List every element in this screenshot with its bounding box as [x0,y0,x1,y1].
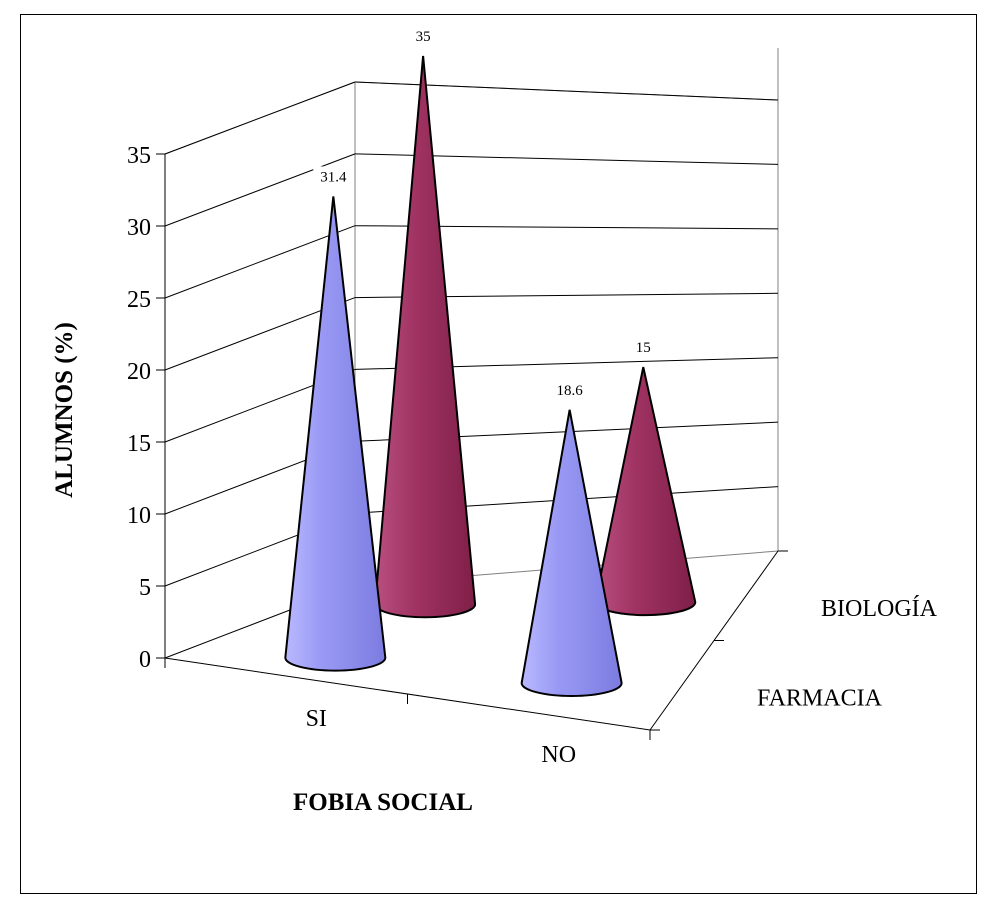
y-tick-label: 10 [127,503,151,529]
series-label: BIOLOGÍA [821,596,938,622]
cone-body [594,366,697,617]
gridline-left [164,81,356,155]
cone-farmacia-no [520,409,623,698]
chart-walls [164,48,779,730]
y-tick-label: 30 [127,215,151,241]
y-tick-label: 5 [139,575,151,601]
y-axis-title: ALUMNOS (%) [51,322,78,498]
cone-body [374,55,477,619]
gridline-left [164,225,356,299]
data-labels: 35 15 31.4 18.6 [313,25,656,400]
cones [284,55,697,698]
cone-farmacia-si [284,196,387,672]
gridline-left [164,153,356,227]
data-label-bg [411,25,436,46]
x-category-label: SI [306,706,327,732]
data-label-bg [313,166,354,187]
data-label: 35 [416,29,431,45]
y-tick-label: 0 [139,647,151,673]
gridline-back [354,81,779,101]
y-tick-label: 35 [127,143,151,169]
y-tick-label: 15 [127,431,151,457]
x-category-labels: SI NO [306,706,577,768]
y-tick-labels: 0 5 10 15 20 25 30 35 [127,143,151,673]
data-label: 15 [636,340,651,356]
data-label: 18.6 [557,383,584,399]
cone-body [284,196,387,672]
gridlines [164,81,779,587]
y-tick-label: 20 [127,359,151,385]
data-label-bg [631,337,656,358]
axes [156,153,788,740]
chart-frame [20,14,977,894]
series-axis-labels: FARMACIA BIOLOGÍA [757,596,938,712]
x-axis-title: FOBIA SOCIAL [293,789,473,816]
y-tick-label: 25 [127,287,151,313]
cone-body [520,409,623,698]
data-label-bg [549,379,590,400]
cone-biología-si [374,55,477,619]
data-label: 31.4 [320,169,347,185]
x-category-label: NO [541,742,576,768]
cone-biología-no [594,366,697,617]
series-label: FARMACIA [757,685,883,711]
